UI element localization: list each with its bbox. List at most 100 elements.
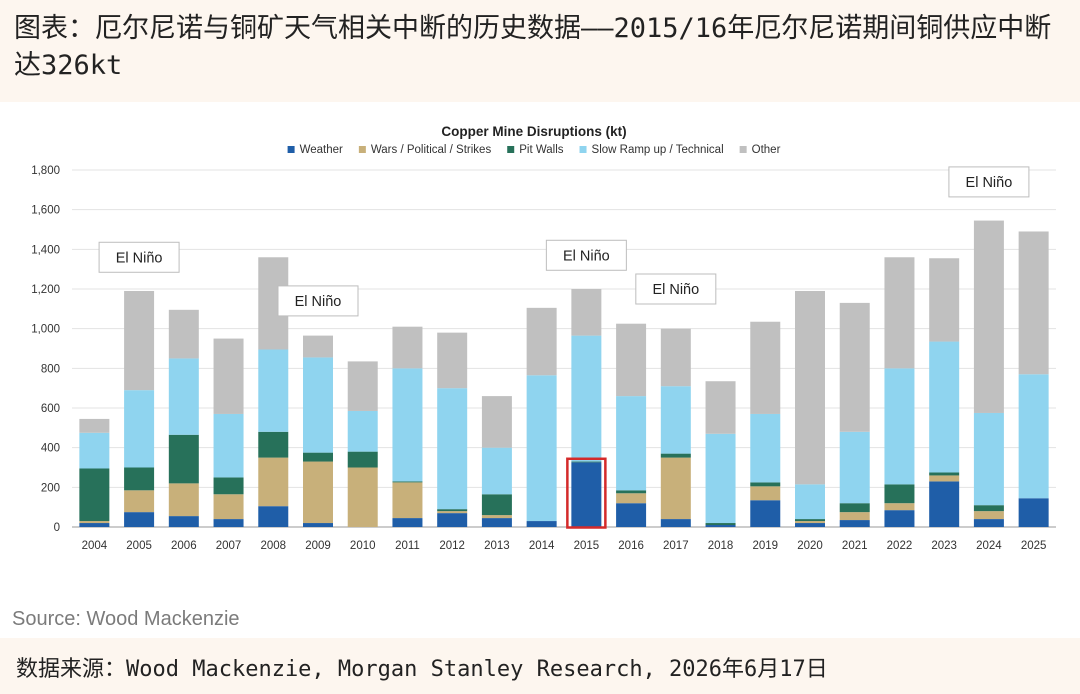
bar-segment-other-2013 xyxy=(481,396,512,448)
bar-segment-wars-political-strikes-2004 xyxy=(79,521,110,524)
el-nino-callout-box xyxy=(545,239,627,271)
bar-segment-pit-walls-2007 xyxy=(213,477,244,495)
bar-segment-weather-2021 xyxy=(839,520,870,527)
y-tick-label: 1,800 xyxy=(31,165,60,177)
bar-segment-weather-2014 xyxy=(526,521,557,527)
bar-segment-slow-ramp-up-technical-2008 xyxy=(258,349,289,432)
bar-segment-wars-political-strikes-2016 xyxy=(616,493,647,504)
bar-segment-pit-walls-2012 xyxy=(437,509,468,512)
x-tick-label: 2009 xyxy=(305,540,331,552)
bar-segment-pit-walls-2022 xyxy=(884,484,915,504)
copper-disruptions-chart: Copper Mine Disruptions (kt) Weather Wars… xyxy=(31,124,1056,552)
bar-segment-pit-walls-2024 xyxy=(973,505,1004,512)
bar-segment-pit-walls-2015 xyxy=(571,461,602,463)
x-tick-label: 2022 xyxy=(887,540,913,552)
bar-segment-weather-2018 xyxy=(705,525,736,527)
x-tick-label: 2017 xyxy=(663,540,689,552)
bar-segment-pit-walls-2023 xyxy=(929,472,960,476)
legend-swatch-weather xyxy=(287,146,295,153)
bar-segment-pit-walls-2021 xyxy=(839,503,870,513)
bar-segment-other-2012 xyxy=(437,332,468,389)
chart-annotations: El Niño El Niño El Niño El Niño El Niño xyxy=(98,166,1030,317)
bar-segment-other-2015 xyxy=(571,289,602,336)
bar-segment-weather-2015 xyxy=(571,462,602,527)
bar-segment-other-2007 xyxy=(213,338,244,414)
bar-segment-weather-2004 xyxy=(79,523,110,527)
highlight-box-2015 xyxy=(566,457,607,529)
y-tick-label: 200 xyxy=(41,482,60,494)
bar-segment-other-2019 xyxy=(750,321,781,414)
x-tick-label: 2014 xyxy=(529,540,555,552)
el-nino-callout-label: El Niño xyxy=(563,248,610,264)
bar-segment-other-2010 xyxy=(347,361,378,411)
bar-segment-slow-ramp-up-technical-2012 xyxy=(437,388,468,510)
x-tick-label: 2005 xyxy=(126,540,152,552)
bar-segment-other-2006 xyxy=(168,309,199,359)
bar-segment-pit-walls-2017 xyxy=(660,453,691,458)
bar-segment-wars-political-strikes-2011 xyxy=(392,482,423,519)
bar-segment-pit-walls-2008 xyxy=(258,431,289,458)
bar-segment-wars-political-strikes-2023 xyxy=(929,475,960,482)
bar-segment-other-2011 xyxy=(392,326,423,369)
y-tick-label: 0 xyxy=(54,522,60,534)
bar-segment-other-2021 xyxy=(839,302,870,432)
bar-segment-pit-walls-2005 xyxy=(124,467,155,491)
el-nino-callout-box xyxy=(948,166,1030,198)
bar-segment-wars-political-strikes-2007 xyxy=(213,494,244,520)
bar-segment-wars-political-strikes-2012 xyxy=(437,511,468,514)
bar-segment-wars-political-strikes-2024 xyxy=(973,511,1004,520)
bar-segment-slow-ramp-up-technical-2017 xyxy=(660,386,691,454)
legend-swatch-wars-political-strikes xyxy=(358,146,366,153)
bar-segment-wars-political-strikes-2022 xyxy=(884,503,915,511)
bar-segment-slow-ramp-up-technical-2022 xyxy=(884,368,915,485)
bar-segment-other-2025 xyxy=(1018,231,1049,375)
y-tick-label: 800 xyxy=(41,363,60,375)
bar-segment-slow-ramp-up-technical-2013 xyxy=(481,447,512,495)
bar-segment-slow-ramp-up-technical-2018 xyxy=(705,433,736,524)
bar-segment-pit-walls-2020 xyxy=(795,519,825,522)
x-tick-label: 2012 xyxy=(439,540,465,552)
bar-segment-pit-walls-2019 xyxy=(750,482,781,487)
bar-segment-other-2023 xyxy=(929,258,960,342)
legend-swatch-other xyxy=(739,146,747,153)
bar-segment-slow-ramp-up-technical-2009 xyxy=(303,357,333,453)
bar-segment-wars-political-strikes-2019 xyxy=(750,486,781,501)
bar-segment-slow-ramp-up-technical-2024 xyxy=(973,412,1004,506)
bar-segment-pit-walls-2004 xyxy=(79,468,110,522)
x-tick-label: 2011 xyxy=(395,540,420,552)
x-tick-label: 2008 xyxy=(260,540,286,552)
bar-segment-weather-2019 xyxy=(750,500,781,527)
bar-segment-other-2009 xyxy=(303,335,333,358)
bar-segment-weather-2024 xyxy=(973,519,1004,527)
bar-segment-slow-ramp-up-technical-2016 xyxy=(616,396,647,491)
bar-segment-wars-political-strikes-2009 xyxy=(303,461,333,524)
bar-segment-weather-2016 xyxy=(616,503,647,527)
bar-segment-slow-ramp-up-technical-2015 xyxy=(571,335,602,462)
bar-segment-weather-2006 xyxy=(168,516,199,527)
bar-segment-weather-2025 xyxy=(1018,498,1049,527)
chart-bars xyxy=(79,220,1049,529)
y-tick-label: 400 xyxy=(41,443,60,455)
chart-source-note: Source: Wood Mackenzie xyxy=(12,608,240,630)
x-tick-label: 2013 xyxy=(484,540,510,552)
y-tick-label: 600 xyxy=(41,403,60,415)
y-tick-label: 1,200 xyxy=(31,284,60,296)
bar-segment-slow-ramp-up-technical-2023 xyxy=(929,341,960,473)
bar-segment-pit-walls-2018 xyxy=(705,523,736,526)
x-tick-label: 2004 xyxy=(82,540,108,552)
bar-segment-other-2018 xyxy=(705,381,736,434)
bar-segment-other-2014 xyxy=(526,307,557,376)
bar-segment-weather-2013 xyxy=(481,518,512,527)
bar-segment-pit-walls-2013 xyxy=(481,494,512,516)
bar-segment-weather-2011 xyxy=(392,518,423,527)
x-tick-label: 2020 xyxy=(797,540,823,552)
legend-label-slow-ramp-up-technical: Slow Ramp up / Technical xyxy=(592,144,724,156)
bar-segment-wars-political-strikes-2021 xyxy=(839,512,870,521)
el-nino-callout-box xyxy=(635,273,717,305)
bar-segment-wars-political-strikes-2010 xyxy=(347,467,378,527)
y-axis: 0 200 400 600 800 1,000 1,200 1,400 1,600 1,800 xyxy=(31,165,60,534)
bar-segment-weather-2017 xyxy=(660,519,691,527)
x-tick-label: 2007 xyxy=(216,540,242,552)
bar-segment-pit-walls-2016 xyxy=(616,490,647,494)
chart-title: Copper Mine Disruptions (kt) xyxy=(441,124,626,139)
